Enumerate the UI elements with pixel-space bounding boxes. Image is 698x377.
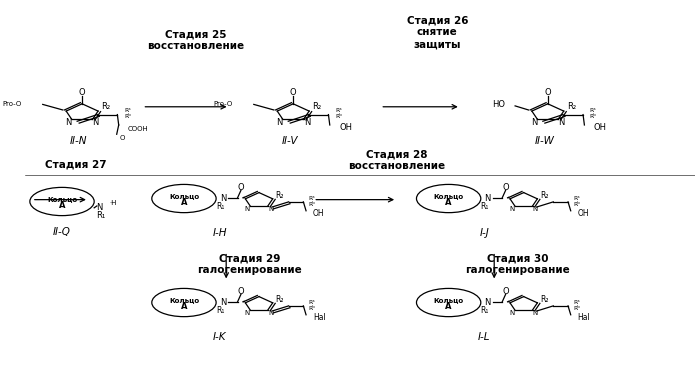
Text: Стадия 27: Стадия 27 [45, 159, 106, 169]
Text: OH: OH [577, 208, 589, 218]
Text: N: N [510, 206, 515, 212]
Text: Rᵇ: Rᵇ [309, 306, 315, 311]
Text: OH: OH [594, 123, 607, 132]
Text: N: N [484, 298, 491, 307]
Text: OH: OH [313, 208, 325, 218]
Text: O: O [237, 183, 244, 192]
Text: O: O [237, 287, 244, 296]
Text: N: N [66, 118, 72, 127]
Text: Кольцо: Кольцо [433, 297, 463, 303]
Text: Стадия 28
восстановление: Стадия 28 восстановление [348, 150, 445, 172]
Text: Rᵃ: Rᵃ [335, 107, 342, 113]
Text: N: N [510, 310, 515, 316]
Text: R₁: R₁ [96, 211, 105, 220]
Text: HO: HO [492, 100, 505, 109]
Text: А: А [59, 201, 66, 210]
Text: II-N: II-N [70, 136, 87, 146]
Text: COOH: COOH [128, 126, 149, 132]
Text: Rᵃ: Rᵃ [590, 107, 597, 113]
Text: Rᵇ: Rᵇ [309, 202, 315, 207]
Text: Rᵇ: Rᵇ [335, 114, 342, 119]
Text: Rᵃ: Rᵃ [573, 196, 580, 201]
Text: O: O [290, 88, 297, 97]
Text: N: N [220, 298, 226, 307]
Text: N: N [558, 118, 565, 127]
Text: R₂: R₂ [101, 102, 111, 111]
Text: Rᵃ: Rᵃ [124, 107, 131, 113]
Text: Rᵇ: Rᵇ [573, 306, 581, 311]
Text: O: O [79, 88, 85, 97]
Text: R₁: R₁ [481, 306, 489, 315]
Text: II-W: II-W [535, 136, 554, 146]
Text: II-Q: II-Q [53, 227, 71, 238]
Text: А: А [445, 198, 452, 207]
Text: R₂: R₂ [540, 192, 549, 200]
Text: Кольцо: Кольцо [169, 297, 199, 303]
Text: А: А [181, 302, 187, 311]
Text: N: N [93, 118, 99, 127]
Text: N: N [245, 206, 250, 212]
Text: Rᵇ: Rᵇ [573, 202, 581, 207]
Text: N: N [533, 206, 538, 212]
Text: Rᵃ: Rᵃ [573, 300, 580, 305]
Text: R₁: R₁ [216, 306, 224, 315]
Text: Стадия 29
галогенирование: Стадия 29 галогенирование [198, 254, 302, 276]
Text: Rᵇ: Rᵇ [124, 114, 131, 119]
Text: Pro-O: Pro-O [213, 101, 232, 107]
Text: R₂: R₂ [313, 102, 322, 111]
Text: N: N [245, 310, 250, 316]
Text: А: А [445, 302, 452, 311]
Text: N: N [304, 118, 310, 127]
Text: Кольцо: Кольцо [433, 193, 463, 199]
Text: R₂: R₂ [275, 295, 283, 304]
Text: I-J: I-J [480, 228, 489, 238]
Text: ·H: ·H [109, 200, 117, 206]
Text: Кольцо: Кольцо [47, 196, 77, 202]
Text: N: N [484, 194, 491, 203]
Text: Стадия 26
снятие
защиты: Стадия 26 снятие защиты [406, 16, 468, 49]
Text: N: N [96, 202, 102, 211]
Text: R₂: R₂ [275, 192, 283, 200]
Text: Hal: Hal [313, 313, 325, 322]
Text: Rᵃ: Rᵃ [309, 196, 315, 201]
Text: OH: OH [339, 123, 352, 132]
Text: I-H: I-H [212, 228, 227, 238]
Text: Pro-O: Pro-O [2, 101, 21, 107]
Text: N: N [531, 118, 537, 127]
Text: Кольцо: Кольцо [169, 193, 199, 199]
Text: O: O [544, 88, 551, 97]
Text: R₂: R₂ [567, 102, 577, 111]
Text: I-L: I-L [478, 332, 491, 342]
Text: Стадия 25
восстановление: Стадия 25 восстановление [147, 29, 244, 51]
Text: O: O [503, 183, 509, 192]
Text: N: N [533, 310, 538, 316]
Text: Hal: Hal [577, 313, 591, 322]
Text: Rᵃ: Rᵃ [309, 300, 315, 305]
Text: Rᵇ: Rᵇ [590, 114, 597, 119]
Text: II-V: II-V [281, 136, 298, 146]
Text: R₂: R₂ [540, 295, 549, 304]
Text: O: O [503, 287, 509, 296]
Text: N: N [268, 310, 273, 316]
Text: R₁: R₁ [481, 202, 489, 211]
Text: А: А [181, 198, 187, 207]
Text: N: N [268, 206, 273, 212]
Text: I-K: I-K [213, 332, 226, 342]
Text: O: O [120, 135, 126, 141]
Text: R₁: R₁ [216, 202, 224, 211]
Text: Стадия 30
галогенирование: Стадия 30 галогенирование [466, 254, 570, 276]
Text: N: N [276, 118, 283, 127]
Text: N: N [220, 194, 226, 203]
